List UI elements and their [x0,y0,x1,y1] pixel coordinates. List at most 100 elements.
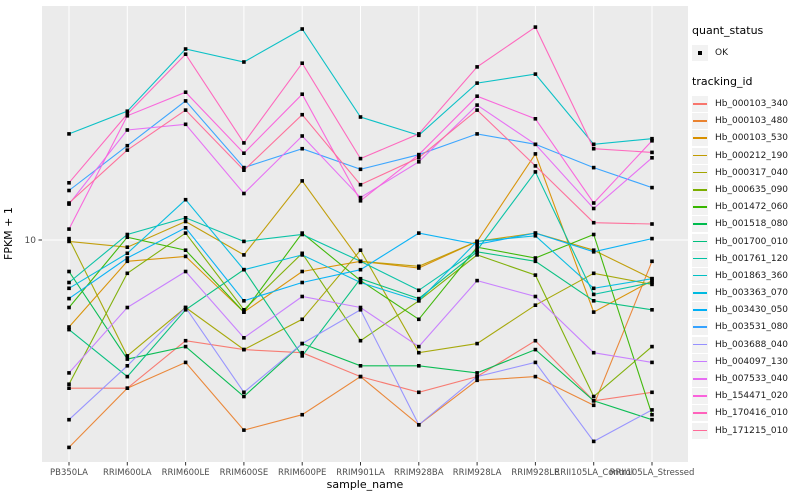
data-point [650,408,654,412]
legend-label: Hb_000212_190 [715,150,789,161]
data-point [300,232,304,237]
x-tick-label: RRIM600SE [220,468,269,478]
data-point [300,61,304,65]
legend-label: Hb_170416_010 [715,408,789,419]
data-point [533,360,538,365]
legend-key-swatch [692,113,708,130]
data-point [125,112,130,116]
data-point [417,350,421,355]
x-tick-label: RRIM600LE [162,468,210,478]
data-point [125,128,130,132]
data-point [125,357,130,361]
x-tick-label: RRIM928LE [511,468,559,478]
legend-line-icon [693,429,707,432]
legend-key-swatch [692,319,708,336]
legend-label: Hb_000103_340 [715,99,789,109]
legend-label: Hb_001761_120 [715,253,789,264]
data-point [650,308,654,312]
data-point [358,278,363,283]
data-point [591,350,596,355]
data-point [475,94,479,98]
data-point [417,296,421,301]
data-point [650,276,654,281]
data-point [591,146,596,151]
legend-item-Hb_170416_010: Hb_170416_010 [692,405,800,422]
data-point [67,327,71,332]
legend-label: Hb_000317_040 [715,167,789,178]
data-point [650,390,654,395]
data-point [242,239,246,244]
data-point [300,146,304,151]
data-point [242,253,246,257]
data-point [417,423,421,427]
legend-item-Hb_000103_340: Hb_000103_340 [692,96,800,112]
data-point [300,354,304,358]
legend-tracking-id: tracking_id Hb_000103_340 Hb_000103_480 Hb… [692,75,800,439]
data-point [417,344,421,349]
legend-title-tracking-id: tracking_id [692,75,753,88]
data-point [125,245,130,249]
legend-key-swatch [692,147,708,164]
legend-item-Hb_000103_530: Hb_000103_530 [692,130,800,147]
data-point [533,72,538,76]
data-point [650,139,654,143]
legend-tracking-items: Hb_000103_340 Hb_000103_480 Hb_000103_530 H… [692,96,800,439]
legend-key-swatch [692,371,708,387]
x-tick-label: RRIM600LA [103,468,152,478]
data-point [475,108,479,112]
data-point [533,117,538,121]
data-point [300,134,304,138]
legend-line-icon [693,360,707,363]
data-point [300,27,304,31]
y-tick-label: 10 [25,236,37,246]
data-point [650,222,654,226]
data-point [475,248,479,252]
data-point [67,280,71,285]
legend-item-Hb_000317_040: Hb_000317_040 [692,164,800,181]
legend-line-icon [693,103,707,105]
x-tick-label: RRIM928LA [453,468,502,478]
data-point [183,90,188,94]
legend-key-swatch [692,181,708,198]
data-point [125,386,130,390]
data-point [183,226,188,230]
legend-key-swatch [692,353,708,370]
legend-line-icon [693,206,707,208]
legend-label: Hb_001472_060 [715,202,789,213]
data-point [183,344,188,349]
legend-label: Hb_003531_080 [715,322,789,333]
data-point [533,294,538,299]
data-point [242,165,246,170]
data-point [417,156,421,160]
data-point [650,236,654,241]
data-point [650,185,654,190]
data-point [417,264,421,269]
data-point [591,286,596,291]
legend-item-Hb_000635_090: Hb_000635_090 [692,181,800,198]
x-tick-label: PB350LA [50,468,88,478]
data-point [358,156,363,161]
legend-key-swatch [692,199,708,216]
data-point [67,296,71,301]
data-point [183,108,188,112]
data-point [125,109,130,113]
data-point [650,156,654,160]
data-point [650,417,654,422]
data-point [183,216,188,220]
legend-quant-status: quant_status OK [692,24,800,61]
data-point [650,344,654,349]
legend-label: Hb_000635_090 [715,184,789,195]
data-point [67,286,71,291]
data-point [358,308,363,312]
data-point [533,347,538,352]
y-axis-title: FPKM + 1 [2,207,15,261]
legend-key-swatch [692,302,708,319]
legend-label: Hb_154471_020 [715,391,789,402]
data-point [533,234,538,238]
data-point [591,403,596,408]
legend-label: Hb_001700_010 [715,236,789,247]
data-point [183,308,188,312]
legend-line-icon [693,343,707,346]
data-point [533,259,538,264]
